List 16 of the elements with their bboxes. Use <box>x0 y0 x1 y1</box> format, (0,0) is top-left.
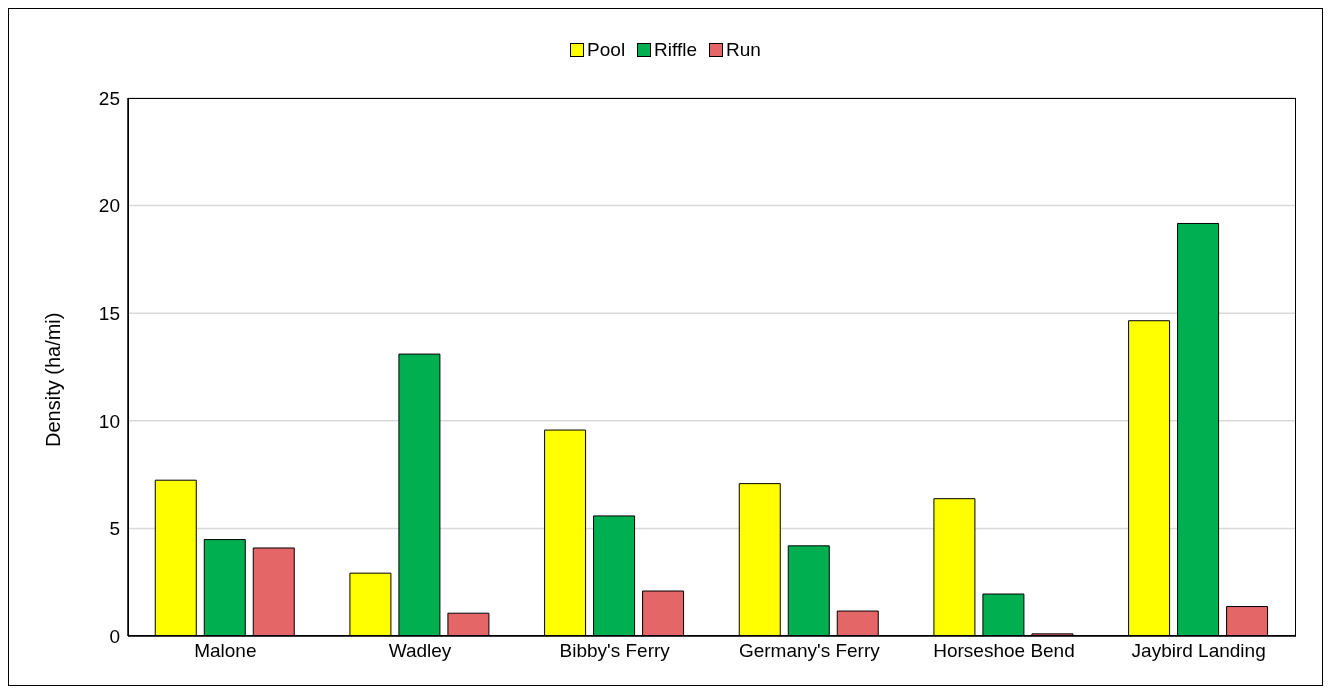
x-tick-label: Malone <box>194 640 257 662</box>
x-tick-label: Wadley <box>388 640 452 662</box>
x-tick-label: Jaybird Landing <box>1131 640 1266 662</box>
legend-label: Riffle <box>654 39 698 61</box>
y-tick-label: 25 <box>98 87 120 109</box>
legend-label: Pool <box>587 39 626 61</box>
y-tick-label: 5 <box>109 518 120 540</box>
y-tick-label: 0 <box>109 625 120 647</box>
y-axis-title: Density (ha/mi) <box>42 312 65 447</box>
y-tick-label: 10 <box>98 410 120 432</box>
x-tick-label: Bibby's Ferry <box>559 640 671 662</box>
legend-label: Run <box>726 39 761 61</box>
y-tick-label: 20 <box>98 195 120 217</box>
x-tick-label: Horseshoe Bend <box>933 640 1075 662</box>
y-tick-label: 15 <box>98 302 120 324</box>
x-tick-label: Germany's Ferry <box>738 640 881 662</box>
